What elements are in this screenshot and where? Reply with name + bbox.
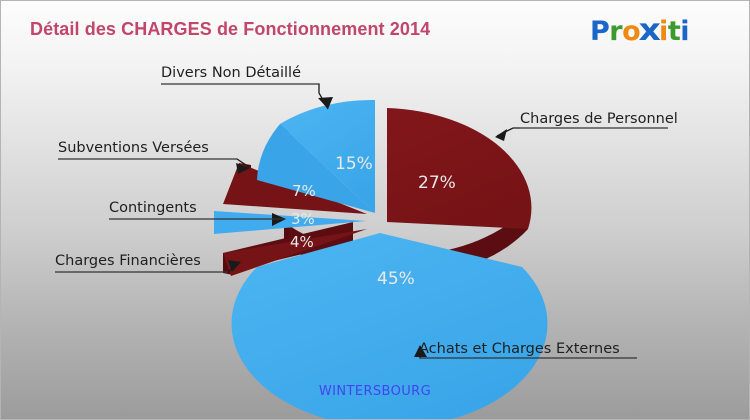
arrow-achats — [414, 345, 427, 357]
callout-underlines — [55, 83, 668, 359]
callout-label-achats: Achats et Charges Externes — [419, 341, 620, 357]
callout-label-contingents: Contingents — [109, 200, 197, 216]
logo-letter-t: t — [667, 16, 681, 47]
callout-arrowheads — [228, 97, 507, 357]
commune-name: WINTERSBOURG — [318, 384, 432, 399]
arrow-subventions — [236, 163, 250, 174]
logo-letter-i2: i — [680, 16, 689, 47]
slice-top-achats[interactable] — [231, 233, 548, 419]
slice-top-divers-shade — [257, 124, 375, 213]
callout-label-financieres: Charges Financières — [55, 253, 201, 269]
logo-letter-x: x — [638, 13, 661, 48]
proxiti-logo[interactable]: Proxiti — [590, 13, 689, 48]
callout-label-divers: Divers Non Détaillé — [161, 65, 302, 81]
slice-top-contingents[interactable] — [214, 211, 366, 234]
arrow-divers — [318, 97, 333, 109]
callout-label-personnel: Charges de Personnel — [520, 111, 678, 127]
arrow-personnel — [495, 129, 507, 141]
logo-letter-p: P — [590, 16, 610, 47]
page-title: Détail des CHARGES de Fonctionnement 201… — [30, 19, 431, 39]
callout-label-subventions: Subventions Versées — [58, 140, 209, 156]
logo-letter-i1: i — [659, 16, 668, 47]
logo-letter-r: r — [609, 16, 623, 47]
slice-top-financieres[interactable] — [223, 229, 367, 276]
arrow-financieres — [228, 260, 241, 272]
logo-letter-o: o — [622, 16, 641, 47]
slice-top-personnel[interactable] — [387, 108, 532, 229]
slice-top-divers[interactable] — [280, 99, 375, 213]
